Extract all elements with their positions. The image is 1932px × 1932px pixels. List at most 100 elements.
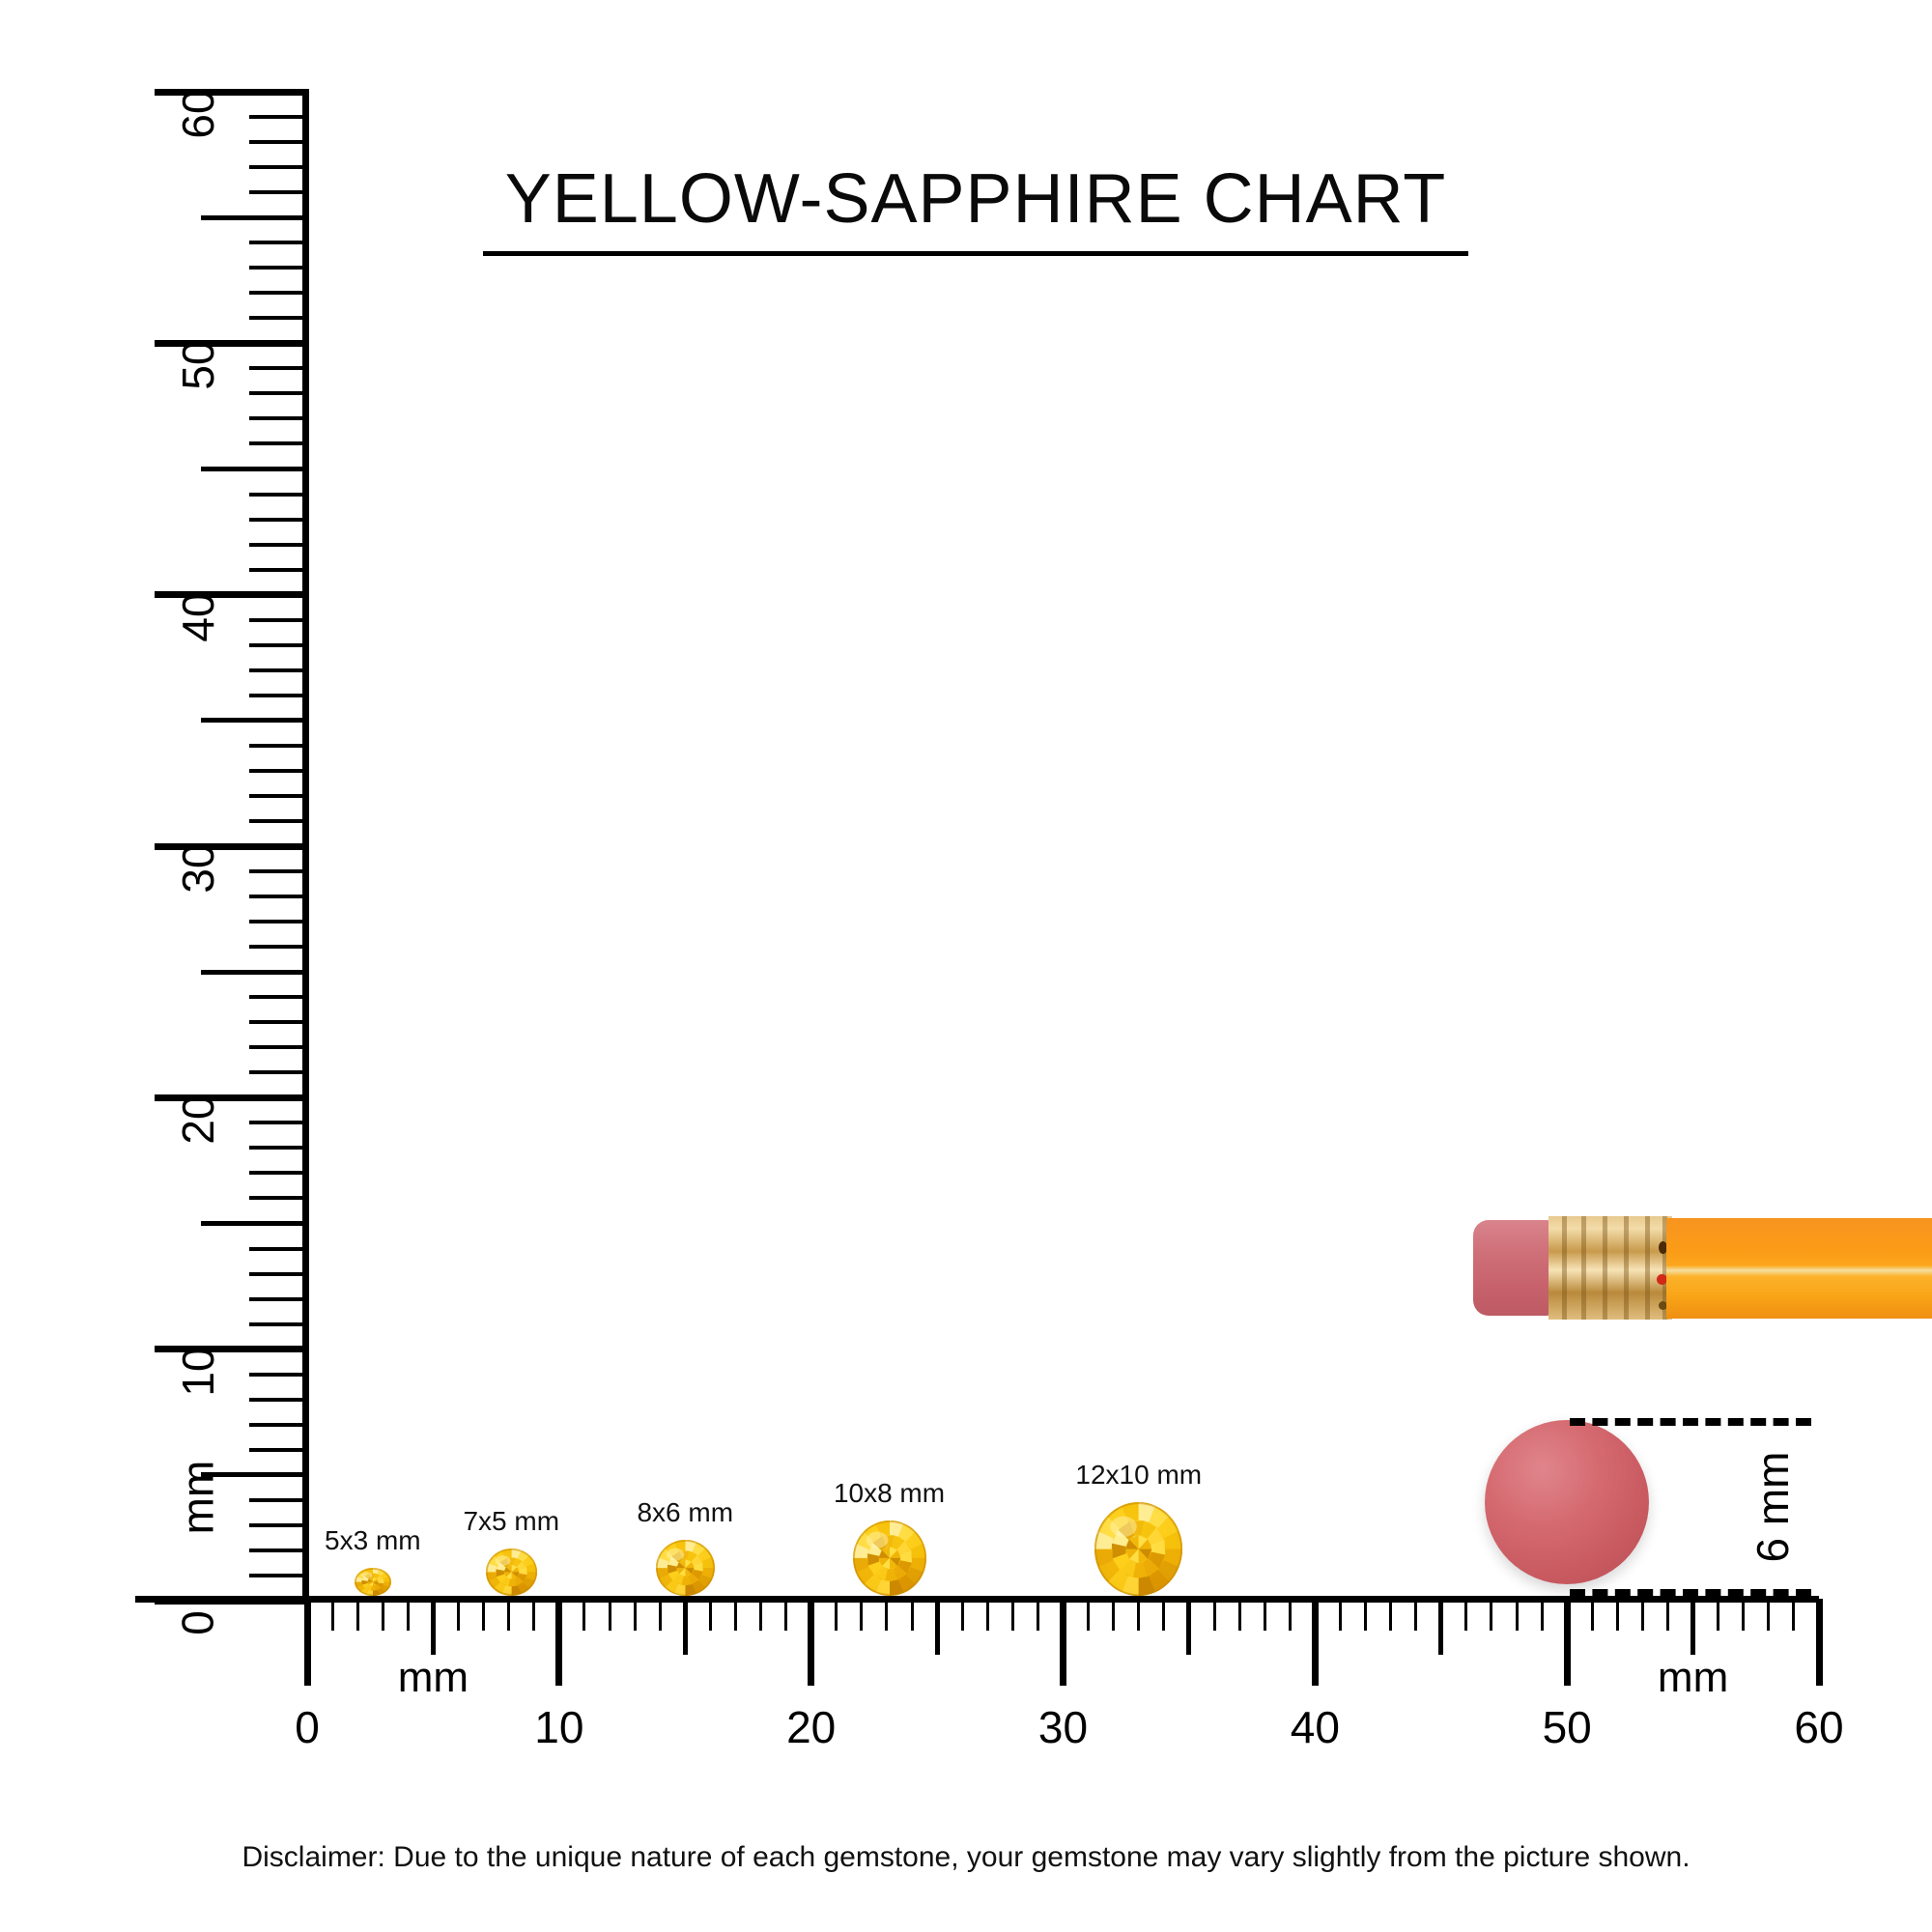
hruler-label: 30: [1037, 1702, 1089, 1752]
vruler-tick: [249, 1196, 309, 1201]
title-block: YELLOW-SAPPHIRE CHART: [483, 164, 1468, 256]
hruler-tick: [303, 1599, 311, 1686]
hruler-tick: [1288, 1599, 1292, 1631]
hruler-tick: [1690, 1599, 1696, 1655]
hruler-tick: [1389, 1599, 1393, 1631]
measure-line-bottom: [1570, 1589, 1811, 1597]
horizontal-ruler: 0 10 20 30 40 50 60 mm mm: [295, 1599, 1844, 1821]
hruler-tick: [1311, 1599, 1319, 1686]
vruler-tick: [155, 591, 309, 599]
gemstone-size-label: 8x6 mm: [637, 1496, 734, 1527]
vertical-ruler: 0 10 20 30 40 50 60 mm: [155, 88, 309, 1635]
hruler-unit-label: mm: [397, 1654, 469, 1701]
eraser-disc-reference: [1485, 1420, 1649, 1584]
gemstone-item[interactable]: 8x6 mm: [637, 0, 733, 1596]
gemstone-oval[interactable]: [354, 1567, 391, 1596]
hruler-tick: [1364, 1599, 1367, 1631]
hruler-tick: [759, 1599, 762, 1631]
hruler-tick: [682, 1599, 688, 1655]
vruler-label-text: 10: [173, 1347, 223, 1397]
hruler-tick: [708, 1599, 712, 1631]
vruler-tick: [249, 668, 309, 672]
vruler-label-text: 40: [173, 592, 223, 642]
hruler-tick: [1112, 1599, 1116, 1631]
gem-facets: [852, 1520, 926, 1596]
vruler-tick: [249, 793, 309, 798]
vruler-tick: [249, 920, 309, 924]
vruler-tick: [201, 718, 309, 724]
hruler-tick: [1615, 1599, 1619, 1631]
gemstone-oval[interactable]: [1094, 1501, 1183, 1596]
hruler-tick: [482, 1599, 486, 1631]
page-title: YELLOW-SAPPHIRE CHART: [504, 160, 1447, 238]
vruler-tick: [249, 542, 309, 547]
vruler-tick: [249, 617, 309, 622]
hruler-tick: [507, 1599, 511, 1631]
hruler-tick: [1137, 1599, 1141, 1631]
vruler-label: 10: [173, 1347, 242, 1421]
hruler-tick: [1490, 1599, 1493, 1631]
hruler-label: 0: [295, 1702, 320, 1752]
vruler-tick: [155, 842, 309, 850]
pencil-body: [1666, 1218, 1932, 1319]
vruler-tick: [249, 995, 309, 1000]
hruler-label: 10: [534, 1702, 584, 1752]
hruler-tick: [330, 1599, 334, 1631]
vruler-tick: [249, 441, 309, 446]
hruler-tick: [1666, 1599, 1669, 1631]
pencil-eraser: [1473, 1220, 1552, 1316]
vruler-tick: [201, 1221, 309, 1226]
hruler-tick: [1540, 1599, 1544, 1631]
vruler-tick: [201, 214, 309, 220]
vruler-tick: [249, 895, 309, 899]
vruler-label-text: 30: [173, 843, 223, 894]
ferrule-dot-red: [1657, 1274, 1667, 1285]
vruler-label: 30: [173, 843, 242, 918]
hruler-tick: [860, 1599, 864, 1631]
vruler-tick: [249, 567, 309, 572]
hruler-tick: [1036, 1599, 1039, 1631]
hruler-tick: [1742, 1599, 1746, 1631]
hruler-label: 40: [1290, 1702, 1340, 1752]
vruler-unit-text: mm: [173, 1460, 223, 1535]
vruler-tick: [249, 743, 309, 748]
vruler-tick: [249, 1548, 309, 1552]
hruler-tick: [985, 1599, 989, 1631]
hruler-tick: [1414, 1599, 1418, 1631]
hruler-tick: [1087, 1599, 1091, 1631]
hruler-tick: [934, 1599, 940, 1655]
hruler-tick: [1186, 1599, 1192, 1655]
gemstone-oval[interactable]: [485, 1548, 537, 1596]
gem-facets: [655, 1539, 715, 1596]
hruler-label: 60: [1794, 1702, 1844, 1752]
vruler-tick: [249, 316, 309, 321]
hruler-tick: [406, 1599, 410, 1631]
gemstone-item[interactable]: 5x3 mm: [325, 0, 421, 1596]
vruler-tick: [249, 1121, 309, 1125]
gem-facets: [1094, 1501, 1183, 1596]
vruler-tick: [249, 416, 309, 421]
vruler-tick: [249, 1296, 309, 1301]
horizontal-ruler-baseline: [135, 1596, 1819, 1603]
hruler-label: 20: [786, 1702, 837, 1752]
hruler-tick: [355, 1599, 359, 1631]
vruler-tick: [249, 1045, 309, 1050]
gemstone-item[interactable]: 10x8 mm: [834, 0, 945, 1596]
gemstone-size-label: 10x8 mm: [833, 1478, 946, 1509]
hruler-tick: [658, 1599, 662, 1631]
hruler-tick: [1640, 1599, 1644, 1631]
gemstone-oval[interactable]: [852, 1520, 926, 1596]
hruler-tick: [430, 1599, 436, 1655]
vruler-tick: [249, 1497, 309, 1502]
gemstone-item[interactable]: 7x5 mm: [463, 0, 559, 1596]
gemstone-oval[interactable]: [655, 1539, 715, 1596]
gemstone-size-label: 7x5 mm: [463, 1506, 560, 1537]
hruler-tick: [1815, 1599, 1823, 1686]
gemstone-item[interactable]: 12x10 mm: [1075, 0, 1202, 1596]
hruler-tick: [1464, 1599, 1468, 1631]
vruler-tick: [249, 391, 309, 396]
vruler-tick: [249, 517, 309, 522]
hruler-tick: [532, 1599, 536, 1631]
hruler-unit-label: mm: [1657, 1654, 1729, 1701]
